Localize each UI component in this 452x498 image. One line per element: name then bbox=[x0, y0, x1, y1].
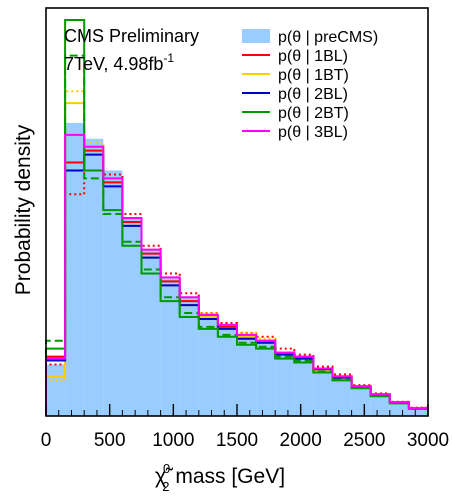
bar-preCMS-10 bbox=[237, 336, 257, 416]
x-tick-label: 2500 bbox=[343, 430, 385, 451]
legend-label: p(θ | 3BL) bbox=[278, 124, 348, 141]
bar-preCMS-18 bbox=[389, 402, 409, 416]
x-tick-label: 2000 bbox=[280, 430, 322, 451]
x-tick-layer: 0 500 1000 1500 2000 2500 3000 bbox=[41, 404, 449, 451]
bar-preCMS-9 bbox=[217, 324, 237, 416]
bar-preCMS-3 bbox=[103, 170, 123, 416]
legend-label: p(θ | 1BT) bbox=[278, 67, 349, 84]
lumi-exponent: -1 bbox=[163, 51, 174, 65]
lumi-label: 7TeV, 4.98fb-1 bbox=[64, 51, 174, 74]
legend-label: p(θ | 1BL) bbox=[278, 48, 348, 65]
bar-preCMS-12 bbox=[275, 352, 295, 416]
series-3BL bbox=[45, 133, 428, 416]
legend-label: p(θ | 2BL) bbox=[278, 86, 348, 103]
lumi-main: 7TeV, 4.98fb bbox=[64, 54, 163, 74]
x-tick-label: 3000 bbox=[407, 430, 449, 451]
x-tick-label: 0 bbox=[41, 430, 52, 451]
bar-preCMS-1 bbox=[65, 122, 85, 417]
series-layer bbox=[45, 19, 428, 417]
x-tick-label: 1000 bbox=[152, 430, 194, 451]
x-tick-label: 1500 bbox=[216, 430, 258, 451]
line-3BL bbox=[45, 133, 428, 416]
bar-preCMS-19 bbox=[408, 408, 428, 416]
y-axis-label: Probability density bbox=[12, 124, 35, 295]
bar-preCMS-15 bbox=[332, 376, 352, 416]
bar-preCMS-17 bbox=[370, 394, 390, 416]
bar-preCMS-4 bbox=[122, 218, 142, 416]
bar-preCMS-16 bbox=[351, 386, 371, 416]
legend-label: p(θ | 2BT) bbox=[278, 105, 349, 122]
legend-swatch bbox=[242, 29, 270, 43]
bar-preCMS-14 bbox=[313, 368, 333, 416]
x-tick-label: 500 bbox=[94, 430, 126, 451]
legend: p(θ | preCMS) p(θ | 1BL) p(θ | 1BT) p(θ | 2… bbox=[242, 29, 378, 141]
bar-preCMS-8 bbox=[198, 313, 218, 416]
bar-preCMS-13 bbox=[294, 356, 314, 416]
bar-preCMS-6 bbox=[160, 277, 180, 416]
x-axis-label-sub: 2 bbox=[162, 479, 169, 494]
x-axis-label-sup: 0 bbox=[163, 461, 170, 476]
bar-preCMS-2 bbox=[84, 138, 104, 417]
bar-preCMS-11 bbox=[256, 340, 276, 416]
series-preCMS bbox=[46, 122, 428, 417]
bar-preCMS-0 bbox=[46, 364, 66, 416]
legend-label: p(θ | preCMS) bbox=[278, 29, 378, 46]
x-axis-label-text: mass [GeV] bbox=[170, 465, 286, 488]
cms-preliminary-label: CMS Preliminary bbox=[64, 26, 199, 46]
bar-preCMS-5 bbox=[141, 249, 161, 416]
x-axis-label: χ̃0 2 mass [GeV] bbox=[155, 461, 285, 494]
bar-preCMS-7 bbox=[179, 297, 199, 416]
